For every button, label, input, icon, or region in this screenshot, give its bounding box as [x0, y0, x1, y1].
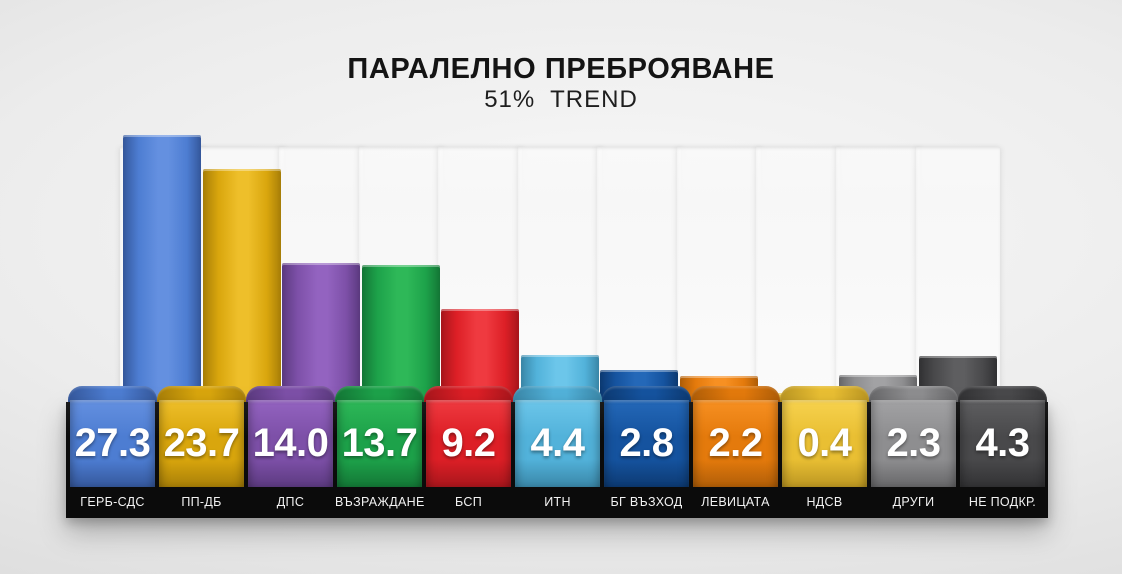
- bar-plinth: 13.7: [337, 400, 422, 487]
- bar-category-label: ДРУГИ: [892, 495, 935, 509]
- bar-plinth: 14.0: [248, 400, 333, 487]
- bar-value: 0.4: [797, 421, 852, 465]
- bar-plinth: 4.3: [960, 400, 1045, 487]
- bar-category-label: НЕ ПОДКР.: [968, 495, 1037, 509]
- bar-category-label: НДСВ: [806, 495, 843, 509]
- bar-plinth: 23.7: [159, 400, 244, 487]
- bar-plinth: 4.4: [515, 400, 600, 487]
- bar-category-label: ДПС: [276, 495, 305, 509]
- bar-column: [123, 134, 201, 412]
- bar-value: 4.3: [975, 421, 1030, 465]
- bar-value: 14.0: [252, 421, 329, 465]
- bar-category-label: ПП-ДБ: [181, 495, 222, 509]
- bar-category-label: БГ ВЪЗХОД: [610, 495, 683, 509]
- chart-subtitle: 51% TREND: [484, 86, 638, 113]
- bar-column: [202, 169, 281, 412]
- bar-value: 2.8: [619, 421, 674, 465]
- bar-value: 9.2: [441, 421, 496, 465]
- bar-plinth: 2.2: [693, 400, 778, 487]
- bar-track: [597, 147, 682, 403]
- bar-plinth: 2.3: [871, 400, 956, 487]
- bar-value: 2.2: [708, 421, 763, 465]
- bar-category-label: БСП: [455, 495, 482, 509]
- bar-plinth: 2.8: [604, 400, 689, 487]
- bar-plinth: 27.3: [70, 400, 155, 487]
- bar-category-label: ГЕРБ-СДС: [80, 495, 145, 509]
- bar-category-label: ИТН: [544, 495, 571, 509]
- bar-track: [676, 147, 761, 403]
- bar-value: 13.7: [341, 421, 418, 465]
- bar-value: 27.3: [74, 421, 151, 465]
- bar-value: 4.4: [530, 421, 585, 465]
- bar-category-label: ВЪЗРАЖДАНЕ: [335, 495, 425, 509]
- bar-value: 23.7: [163, 421, 240, 465]
- bar-value: 2.3: [886, 421, 941, 465]
- bar-category-label: ЛЕВИЦАТА: [701, 495, 770, 509]
- bar-plinth: 0.4: [782, 400, 867, 487]
- chart-title: ПАРАЛЕЛНО ПРЕБРОЯВАНЕ: [347, 53, 775, 85]
- bar-track: [835, 147, 920, 403]
- bar-track: [756, 147, 841, 403]
- bar-plinth: 9.2: [426, 400, 511, 487]
